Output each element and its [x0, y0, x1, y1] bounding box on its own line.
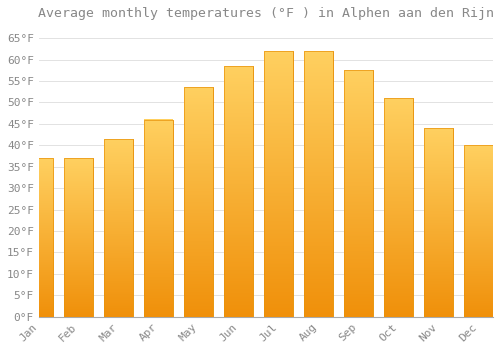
- Bar: [264, 51, 293, 317]
- Bar: [384, 98, 413, 317]
- Bar: [344, 70, 373, 317]
- Bar: [464, 145, 493, 317]
- Bar: [144, 120, 173, 317]
- Bar: [464, 145, 493, 317]
- Bar: [304, 51, 333, 317]
- Bar: [424, 128, 453, 317]
- Bar: [344, 70, 373, 317]
- Bar: [384, 98, 413, 317]
- Bar: [24, 158, 53, 317]
- Bar: [24, 158, 53, 317]
- Bar: [424, 128, 453, 317]
- Bar: [224, 66, 253, 317]
- Bar: [264, 51, 293, 317]
- Title: Average monthly temperatures (°F ) in Alphen aan den Rijn: Average monthly temperatures (°F ) in Al…: [38, 7, 494, 20]
- Bar: [64, 158, 93, 317]
- Bar: [104, 139, 133, 317]
- Bar: [184, 88, 213, 317]
- Bar: [304, 51, 333, 317]
- Bar: [64, 158, 93, 317]
- Bar: [184, 88, 213, 317]
- Bar: [224, 66, 253, 317]
- Bar: [104, 139, 133, 317]
- Bar: [144, 120, 173, 317]
